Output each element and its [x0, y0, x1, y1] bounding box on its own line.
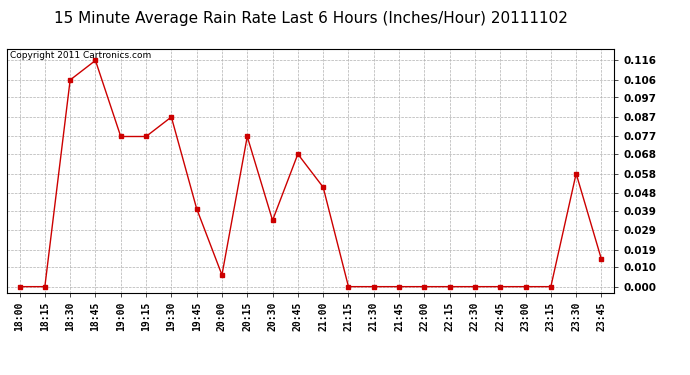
Text: 15 Minute Average Rain Rate Last 6 Hours (Inches/Hour) 20111102: 15 Minute Average Rain Rate Last 6 Hours…	[54, 11, 567, 26]
Text: Copyright 2011 Cartronics.com: Copyright 2011 Cartronics.com	[10, 51, 151, 60]
